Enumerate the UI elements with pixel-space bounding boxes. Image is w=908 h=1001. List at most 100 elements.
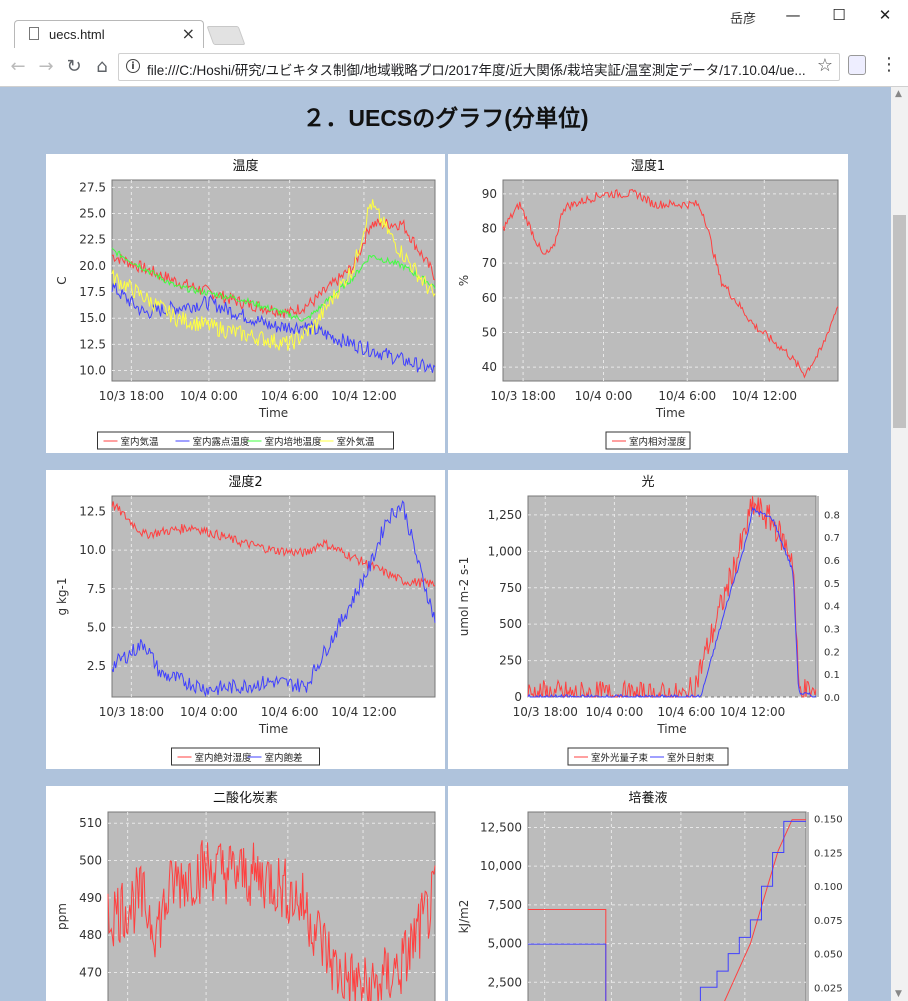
plot-area <box>502 179 839 382</box>
x-tick-label: 10/4 12:00 <box>720 705 785 719</box>
x-tick-label: 10/4 12:00 <box>732 389 797 403</box>
y-tick-label: 2,500 <box>488 975 522 989</box>
y-tick-label: 20.0 <box>79 259 106 273</box>
legend-label: 室外気温 <box>337 436 376 448</box>
x-tick-label: 10/4 12:00 <box>331 705 396 719</box>
menu-dots-icon[interactable]: ⋮ <box>880 54 898 75</box>
document-icon <box>29 27 39 40</box>
x-axis-label: Time <box>258 722 288 736</box>
user-profile-name[interactable]: 岳彦 <box>730 11 757 26</box>
y-tick-label: 490 <box>79 891 102 905</box>
forward-icon[interactable]: → <box>38 56 54 77</box>
y2-tick-label: 0.075 <box>814 916 843 927</box>
legend-label: 室外日射束 <box>667 752 715 764</box>
y2-tick-label: 0.4 <box>824 602 840 613</box>
browser-tab[interactable]: uecs.html × <box>14 20 204 48</box>
chart-svg-temp: 温度 27.5 25.0 22.5 20.0 17.5 15.0 12.5 10.0 10/3 1… <box>55 158 436 450</box>
x-tick-label: 10/4 6:00 <box>658 705 716 719</box>
x-axis-label: Time <box>258 406 288 420</box>
chart-panel-co2: 二酸化炭素510500490480470460ppm <box>46 786 445 1001</box>
series-line-1 <box>527 495 817 699</box>
chart-panel-nutrient: 培養液 12,500 10,000 7,500 5,000 2,500 kJ/m2 0.150… <box>448 786 848 1001</box>
y2-tick-label: 0.5 <box>824 579 840 590</box>
tab-close-icon[interactable]: × <box>181 24 195 43</box>
chart-panel-hum2: 湿度2 12.5 10.0 7.5 5.0 2.5 10/3 18:00 10/4 0:00 1… <box>46 470 445 769</box>
x-tick-label: 10/3 18:00 <box>99 705 164 719</box>
info-icon[interactable]: i <box>126 59 140 73</box>
y-axis-label: kJ/m2 <box>457 900 471 934</box>
legend-box <box>567 747 729 766</box>
chart-title: 湿度1 <box>631 158 665 174</box>
new-tab-button[interactable] <box>206 26 246 45</box>
y-axis-label: umol m-2 s-1 <box>457 557 471 636</box>
y2-tick-label: 0.2 <box>824 647 840 658</box>
series-line-1 <box>107 840 436 1001</box>
y-tick-label: 7.5 <box>87 582 106 596</box>
y-tick-label: 17.5 <box>79 285 106 299</box>
bookmark-star-icon[interactable]: ☆ <box>816 55 833 76</box>
extension-icon[interactable] <box>848 55 866 75</box>
x-tick-label: 10/4 0:00 <box>586 705 644 719</box>
y2-tick-label: 0.8 <box>824 510 840 521</box>
y-axis-label: % <box>457 275 471 286</box>
y-tick-label: 12.5 <box>79 337 106 351</box>
y-tick-label: 7,500 <box>488 898 522 912</box>
y2-tick-label: 0.1 <box>824 670 840 681</box>
close-window-button[interactable]: ✕ <box>878 6 892 24</box>
legend-box <box>171 747 320 766</box>
x-tick-label: 10/3 18:00 <box>490 389 555 403</box>
y2-tick-label: 0.0 <box>824 693 840 704</box>
y2-tick-label: 0.025 <box>814 983 843 994</box>
reload-icon[interactable]: ↻ <box>66 56 82 77</box>
address-bar[interactable]: i file:///C:/Hoshi/研究/ユビキタス制御/地域戦略プロ/201… <box>118 53 840 81</box>
maximize-button[interactable]: ☐ <box>832 6 846 24</box>
y-tick-label: 5,000 <box>488 937 522 951</box>
y-tick-label: 27.5 <box>79 180 106 194</box>
x-tick-label: 10/4 0:00 <box>180 705 238 719</box>
chart-svg-nutrient: 培養液 12,500 10,000 7,500 5,000 2,500 kJ/m2 0.150… <box>457 790 843 1001</box>
y-tick-label: 2.5 <box>87 659 106 673</box>
y-tick-label: 90 <box>482 187 497 201</box>
y-tick-label: 510 <box>79 816 102 830</box>
plot-area <box>527 811 807 1001</box>
y-axis-label: C <box>55 276 69 284</box>
url-text[interactable]: file:///C:/Hoshi/研究/ユビキタス制御/地域戦略プロ/2017年… <box>147 63 806 78</box>
y-tick-label: 10,000 <box>480 859 522 873</box>
vertical-scrollbar[interactable]: ▲ ▼ <box>891 87 908 1001</box>
chart-panel-hum1: 湿度1 90 80 70 60 50 40 10/3 18:00 10/4 0:00 10/4 6… <box>448 154 848 453</box>
legend-label: 室内相対湿度 <box>629 436 687 448</box>
y-tick-label: 470 <box>79 965 102 979</box>
y2-tick-label: 0.150 <box>814 815 843 826</box>
x-tick-label: 10/4 6:00 <box>658 389 716 403</box>
scroll-up-icon[interactable]: ▲ <box>895 89 902 99</box>
x-tick-label: 10/4 6:00 <box>261 705 319 719</box>
y-tick-label: 12,500 <box>480 820 522 834</box>
y-tick-label: 1,000 <box>488 544 522 558</box>
browser-toolbar: ← → ↻ ⌂ i file:///C:/Hoshi/研究/ユビキタス制御/地域… <box>0 48 908 87</box>
chart-title: 光 <box>641 475 654 490</box>
scroll-down-icon[interactable]: ▼ <box>895 989 902 999</box>
legend-box <box>97 431 394 450</box>
x-tick-label: 10/3 18:00 <box>513 705 578 719</box>
chart-panel-light: 光 1,250 1,000 750 500 250 0 10/3 18:00 10/4 0:00… <box>448 470 848 769</box>
y-tick-label: 25.0 <box>79 207 106 221</box>
home-icon[interactable]: ⌂ <box>96 56 108 77</box>
legend-box <box>605 431 691 450</box>
series-line-3 <box>111 247 436 322</box>
browser-title-bar: uecs.html × 岳彦 — ☐ ✕ <box>0 0 908 48</box>
y-tick-label: 480 <box>79 928 102 942</box>
x-tick-label: 10/3 18:00 <box>99 389 164 403</box>
x-tick-label: 10/4 0:00 <box>575 389 633 403</box>
legend-label: 室内培地温度 <box>265 436 323 448</box>
chart-svg-co2: 二酸化炭素510500490480470460ppm <box>55 791 436 1001</box>
plot-area <box>111 495 436 698</box>
y2-tick-label: 0.100 <box>814 882 843 893</box>
y-tick-label: 80 <box>482 222 497 236</box>
y-tick-label: 15.0 <box>79 311 106 325</box>
y2-tick-label: 0.3 <box>824 624 840 635</box>
scrollbar-thumb[interactable] <box>893 215 906 428</box>
y-axis-label: ppm <box>55 903 69 930</box>
back-icon[interactable]: ← <box>10 56 26 77</box>
legend-label: 室外光量子束 <box>591 752 649 764</box>
minimize-button[interactable]: — <box>785 6 801 24</box>
